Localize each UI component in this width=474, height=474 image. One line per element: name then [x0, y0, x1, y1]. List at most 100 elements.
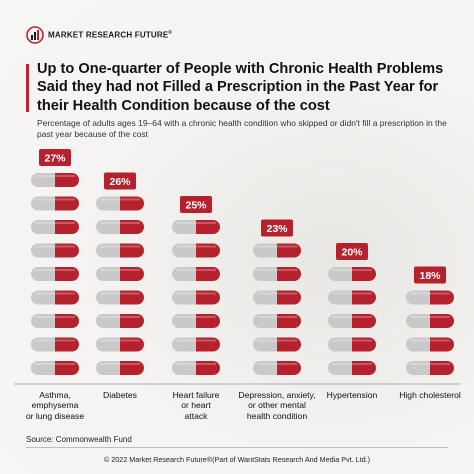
pill-left-half [172, 361, 196, 375]
pill-highlight [100, 363, 140, 365]
pill-highlight [100, 316, 140, 318]
pill-highlight [35, 316, 75, 318]
pill-right-half [55, 290, 79, 305]
pill-highlight [332, 292, 372, 295]
pill [328, 314, 376, 328]
pill-highlight [176, 222, 216, 224]
value-badge [414, 266, 446, 284]
pill [328, 267, 376, 281]
pill [172, 243, 220, 258]
x-tick-label-line: or heart [181, 400, 211, 411]
pill [31, 196, 79, 211]
value-badge [336, 243, 368, 260]
pill-right-half [55, 196, 79, 211]
pill-right-half [55, 173, 79, 187]
pill [406, 337, 454, 352]
pill-left-half [96, 267, 120, 281]
pill-right-half [55, 337, 79, 352]
data-label: 20% [341, 247, 363, 259]
pill-left-half [328, 267, 352, 281]
pill-left-half [96, 196, 120, 211]
pill-left-half [253, 267, 277, 281]
data-label: 26% [109, 176, 131, 188]
pill-right-half [120, 314, 144, 328]
pill-left-half [172, 267, 196, 281]
pill-highlight [410, 339, 450, 342]
x-tick-label-line: Diabetes [103, 390, 137, 400]
copyright-text: © 2022 Market Research Future®(Part of W… [104, 455, 370, 464]
pill-left-half [328, 290, 352, 305]
pill-highlight [35, 222, 75, 224]
pill-right-half [55, 314, 79, 328]
pill-right-half [352, 337, 376, 352]
pill-left-half [406, 361, 430, 375]
x-tick-label-line: emphysema [31, 400, 79, 411]
pill-right-half [120, 290, 144, 305]
pill-left-half [31, 173, 55, 187]
value-badge [180, 196, 212, 213]
pill-left-half [328, 314, 352, 328]
pill-highlight [257, 316, 297, 318]
pill-highlight [35, 292, 75, 295]
pill-highlight [410, 363, 450, 365]
pill [253, 314, 301, 328]
data-label: 18% [419, 270, 441, 282]
bar-chart-icon [26, 26, 44, 44]
pill-highlight [35, 245, 75, 248]
pill-right-half [196, 267, 220, 281]
pill-left-half [31, 267, 55, 281]
pill-highlight [35, 339, 75, 342]
x-tick-label: Asthma, emphysema or lung disease [9, 390, 101, 421]
pill-left-half [96, 220, 120, 234]
data-label: 23% [266, 223, 288, 235]
pill [406, 361, 454, 375]
pill-highlight [257, 363, 297, 365]
pill-left-half [328, 337, 352, 352]
pill [96, 337, 144, 352]
pill [31, 220, 79, 234]
pill-left-half [172, 314, 196, 328]
pill-left-half [253, 361, 277, 375]
x-tick-label-line: attack [184, 410, 208, 421]
pill-highlight [176, 363, 216, 365]
pill-right-half [196, 337, 220, 352]
pill-highlight [332, 269, 372, 271]
pill-highlight [176, 269, 216, 271]
x-tick-label: High cholesterol [384, 390, 474, 400]
pill-left-half [406, 314, 430, 328]
pill-left-half [253, 337, 277, 352]
pill-right-half [352, 267, 376, 281]
pill [96, 267, 144, 281]
pill-right-half [55, 220, 79, 234]
value-badge [39, 149, 71, 166]
pill [253, 361, 301, 375]
pill-highlight [100, 339, 140, 342]
pill-right-half [196, 243, 220, 258]
pill-left-half [31, 220, 55, 234]
pill-left-half [172, 290, 196, 305]
chart-title: Up to One-quarter of People with Chronic… [37, 61, 444, 114]
title-accent-bar [26, 64, 29, 112]
value-badge [104, 172, 136, 190]
pill-left-half [172, 220, 196, 234]
pill [96, 196, 144, 211]
pill-right-half [430, 290, 454, 305]
x-tick-label-line: or other mental [248, 400, 306, 411]
pill [31, 173, 79, 187]
x-tick-label-line: High cholesterol [399, 390, 461, 400]
pill-right-half [430, 337, 454, 352]
pill-right-half [352, 361, 376, 375]
pill-highlight [257, 339, 297, 342]
pill-highlight [35, 175, 75, 177]
pill [31, 314, 79, 328]
pill [253, 337, 301, 352]
pill-right-half [55, 267, 79, 281]
pill-right-half [120, 196, 144, 211]
x-tick-label-line: Depression, anxiety, [238, 390, 316, 400]
pill-right-half [120, 220, 144, 234]
brand-logo: MARKET RESEARCH FUTURE® [26, 26, 172, 44]
pill-left-half [253, 243, 277, 258]
pill-right-half [196, 314, 220, 328]
data-label: 25% [185, 200, 207, 212]
